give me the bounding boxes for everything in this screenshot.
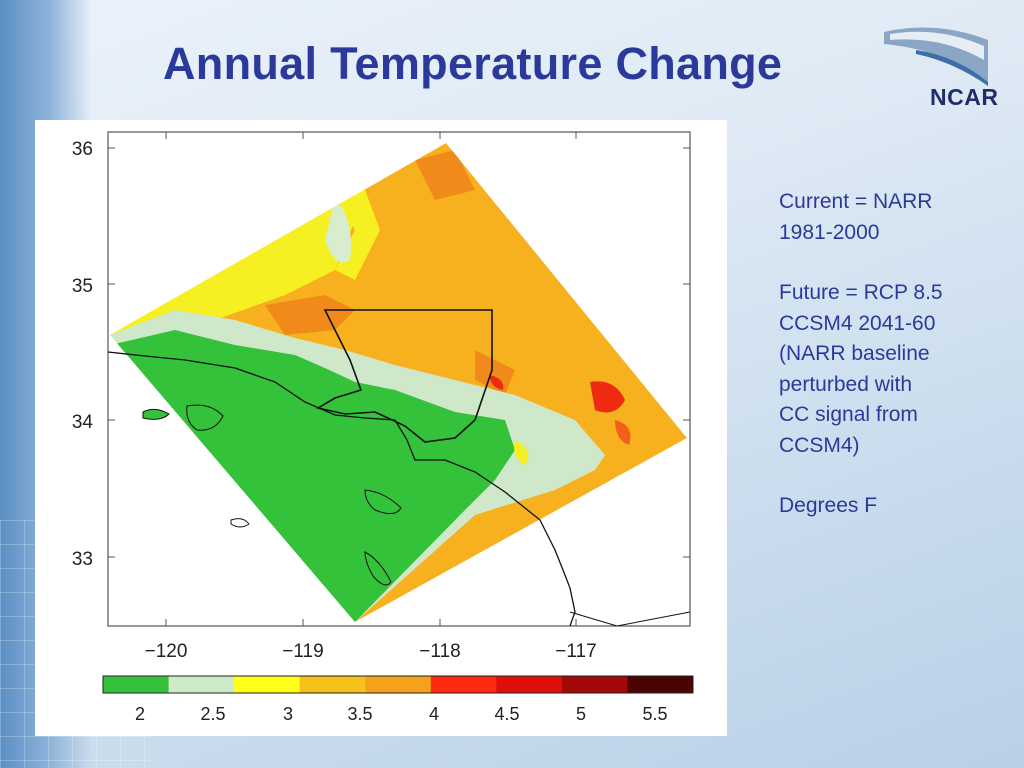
island bbox=[364, 489, 402, 514]
y-tick-label: 35 bbox=[72, 276, 93, 297]
county-boundary bbox=[315, 309, 493, 443]
map-panel: 36 35 34 33 −120 −119 −118 −117 2 2.5 3 … bbox=[35, 120, 727, 736]
note-future-line: CCSM4) bbox=[779, 433, 860, 457]
colorbar-tick-label: 3.5 bbox=[347, 704, 372, 724]
ncar-logo-text: NCAR bbox=[930, 84, 999, 110]
colorbar-swatch bbox=[365, 676, 432, 693]
island bbox=[142, 408, 170, 420]
x-tick-label: −118 bbox=[419, 641, 460, 662]
colorbar-tick-label: 3 bbox=[283, 704, 293, 724]
x-tick-label: −119 bbox=[282, 641, 323, 662]
slide-title: Annual Temperature Change bbox=[163, 38, 783, 89]
colorbar-swatch bbox=[627, 676, 694, 693]
frame-ticks bbox=[108, 132, 690, 626]
colorbar bbox=[103, 676, 694, 693]
y-tick-label: 33 bbox=[72, 549, 93, 570]
colorbar-frame bbox=[102, 675, 694, 694]
colorbar-tick-label: 2 bbox=[135, 704, 145, 724]
x-tick-label: −120 bbox=[145, 641, 188, 662]
colorbar-tick-label: 5 bbox=[576, 704, 586, 724]
y-tick-label: 34 bbox=[72, 412, 94, 433]
temperature-map: 36 35 34 33 −120 −119 −118 −117 2 2.5 3 … bbox=[72, 131, 694, 724]
spacer bbox=[779, 248, 999, 278]
note-future-line: perturbed with bbox=[779, 372, 913, 396]
note-current-line: Current = NARR bbox=[779, 190, 933, 213]
colorbar-swatch bbox=[103, 676, 170, 693]
note-future-line: (NARR baseline bbox=[779, 342, 930, 365]
note-future-line: CC signal from bbox=[779, 403, 918, 426]
state-border bbox=[569, 611, 690, 626]
colorbar-tick-label: 4.5 bbox=[494, 704, 519, 724]
colorbar-swatch bbox=[234, 676, 301, 693]
colorbar-swatch bbox=[561, 676, 628, 693]
colorbar-tick-label: 4 bbox=[429, 704, 439, 724]
x-tick-label: −117 bbox=[555, 641, 596, 662]
note-future-line: Future = RCP 8.5 bbox=[779, 281, 943, 304]
colorbar-swatch bbox=[430, 676, 497, 693]
note-units: Degrees F bbox=[779, 494, 878, 517]
island bbox=[364, 551, 392, 586]
colorbar-swatch bbox=[168, 676, 235, 693]
colorbar-tick-label: 5.5 bbox=[642, 704, 667, 724]
note-current-line: 1981-2000 bbox=[779, 220, 880, 244]
ncar-logo-icon bbox=[884, 27, 988, 86]
notes-panel: Current = NARR 1981-2000 Future = RCP 8.… bbox=[779, 187, 999, 522]
colorbar-tick-label: 2.5 bbox=[200, 704, 225, 724]
y-tick-label: 36 bbox=[72, 139, 93, 160]
island bbox=[230, 518, 250, 528]
note-future-line: CCSM4 2041-60 bbox=[779, 311, 936, 335]
spacer bbox=[779, 461, 999, 491]
colorbar-swatch bbox=[299, 676, 366, 693]
coastline bbox=[108, 351, 576, 626]
colorbar-swatch bbox=[496, 676, 563, 693]
island bbox=[186, 404, 224, 431]
